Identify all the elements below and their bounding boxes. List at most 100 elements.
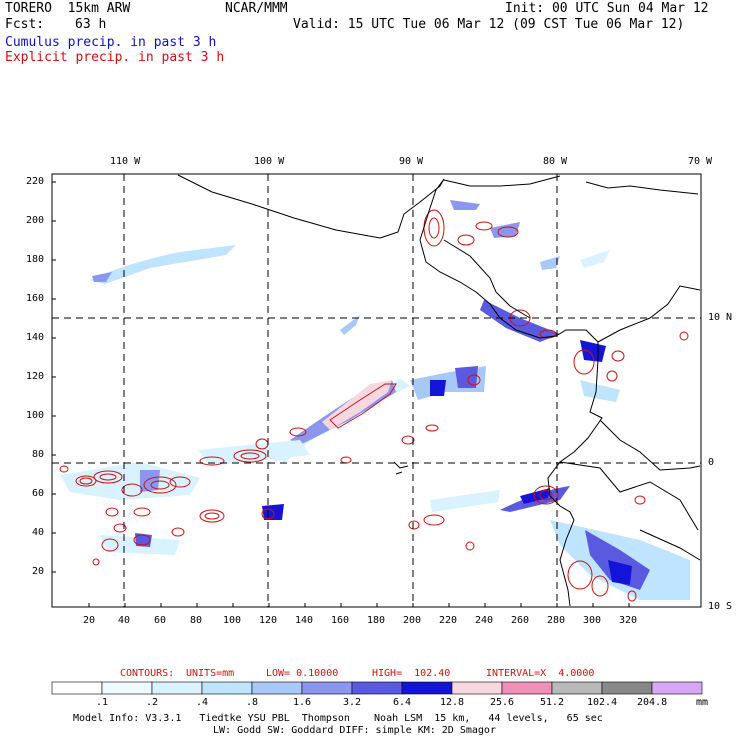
x-tick: 20 (83, 615, 96, 626)
init-time: Init: 00 UTC Sun 04 Mar 12 (505, 1, 709, 16)
y-tick: 120 (26, 371, 45, 382)
precip-contour (199, 456, 225, 466)
coastline-colombia (597, 285, 701, 343)
precip-contour (591, 575, 609, 597)
y-tick: 100 (26, 410, 45, 421)
colorbar-label: 12.8 (440, 697, 465, 708)
y-tick: 140 (26, 332, 45, 343)
precip-area (430, 490, 500, 512)
precip-contour (611, 350, 625, 362)
precip-contour (497, 226, 519, 238)
y-tick: 180 (26, 254, 45, 265)
precip-contour (401, 435, 415, 445)
precip-contour (99, 473, 117, 481)
precip-contour (150, 480, 170, 490)
precip-contour (465, 541, 475, 551)
precip-area (322, 380, 392, 430)
x-tick: 300 (583, 615, 602, 626)
precip-contour (133, 507, 151, 517)
precip-contour (92, 558, 100, 566)
y-tick: 80 (32, 449, 45, 460)
x-tick: 60 (154, 615, 167, 626)
precip-area (585, 530, 650, 590)
x-tick: 120 (259, 615, 278, 626)
precip-contour (329, 383, 397, 429)
contours-label: CONTOURS: (120, 668, 175, 679)
precip-area (60, 462, 200, 500)
colorbar-label: 3.2 (343, 697, 362, 708)
precip-area (490, 222, 520, 238)
lat-label-10n: 10 N (708, 312, 733, 323)
precip-contour (121, 483, 143, 497)
colorbar-label: .8 (246, 697, 259, 708)
precip-area (450, 200, 480, 210)
precip-contour (627, 590, 637, 602)
lon-label-80w: 80 W (543, 156, 568, 167)
precip-area (340, 315, 360, 335)
precip-area (90, 245, 236, 284)
lon-label-100w: 100 W (254, 156, 285, 167)
colorbar-swatch (601, 681, 653, 695)
y-tick: 20 (32, 566, 45, 577)
colorbar-swatch (401, 681, 453, 695)
precip-contour (423, 514, 445, 526)
precip-contour (261, 508, 275, 520)
colorbar-label: 1.6 (293, 697, 312, 708)
coastline-pacific (177, 174, 603, 607)
colorbar-swatch (251, 681, 303, 695)
precip-contour (105, 507, 119, 517)
precip-area (140, 470, 160, 492)
precip-contour (240, 452, 260, 460)
lat-lon-grid (52, 174, 701, 607)
precip-contour (59, 465, 69, 473)
border-ecuador-peru (559, 461, 699, 531)
x-tick: 280 (547, 615, 566, 626)
colorbar-label: .1 (96, 697, 109, 708)
coastline-yucatan (443, 175, 561, 187)
contours-low: LOW= 0.10000 (266, 668, 339, 679)
colorbar (51, 681, 703, 695)
legend-cumulus: Cumulus precip. in past 3 h (5, 35, 217, 50)
colorbar-swatch (51, 681, 103, 695)
precip-contour (475, 221, 493, 231)
x-tick: 140 (295, 615, 314, 626)
precip-contour (539, 489, 553, 501)
coastline-caribbean (443, 239, 531, 319)
precip-contour (75, 475, 97, 487)
precip-contour (539, 329, 557, 339)
precip-area (430, 380, 446, 396)
colorbar-swatch (651, 681, 703, 695)
y-tick: 200 (26, 215, 45, 226)
colorbar-label: .4 (196, 697, 209, 708)
border-inland (639, 529, 701, 561)
colorbar-swatch (501, 681, 553, 695)
precip-contour (143, 476, 177, 494)
legend-explicit: Explicit precip. in past 3 h (5, 50, 225, 65)
precip-contour (133, 534, 151, 546)
colorbar-label: .2 (146, 697, 159, 708)
forecast-label: Fcst: (5, 17, 45, 32)
coastlines (177, 174, 701, 607)
y-tick: 220 (26, 176, 45, 187)
lat-label-10s: 10 S (708, 601, 733, 612)
center-name: NCAR/MMM (225, 1, 288, 16)
precip-contour (606, 370, 618, 382)
x-tick: 320 (619, 615, 638, 626)
precip-area (580, 340, 606, 362)
y-tick: 60 (32, 488, 45, 499)
precip-area (540, 256, 560, 270)
x-tick: 100 (223, 615, 242, 626)
precip-contour (467, 374, 481, 386)
x-tick: 40 (118, 615, 131, 626)
lon-label-110w: 110 W (110, 156, 141, 167)
colorbar-swatch (451, 681, 503, 695)
contours-interval: INTERVAL=X 4.0000 (486, 668, 595, 679)
precip-contour (101, 538, 119, 552)
precip-contour (408, 520, 420, 530)
coastline-cuba (585, 181, 699, 195)
precip-contour (169, 476, 191, 488)
colorbar-label: 51.2 (540, 697, 565, 708)
colorbar-label: 204.8 (637, 697, 668, 708)
colorbar-label: 6.4 (393, 697, 412, 708)
colorbar-label: 102.4 (587, 697, 618, 708)
